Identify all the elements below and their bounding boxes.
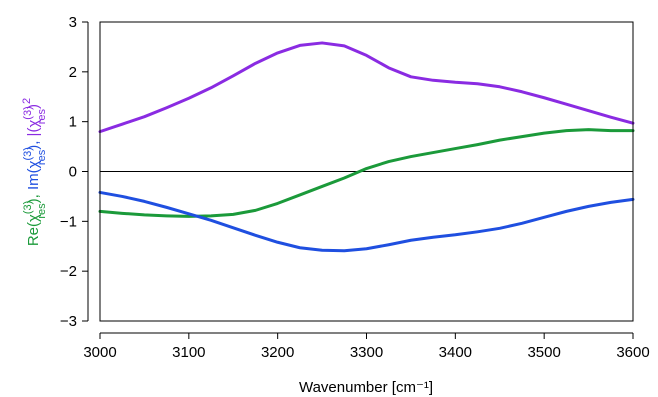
series-line-re xyxy=(98,128,635,218)
y-tick-label: 1 xyxy=(69,114,77,131)
x-tick-label: 3500 xyxy=(527,344,560,361)
y-title-re: Re(χ(3) res) xyxy=(22,198,48,246)
y-title-abs: |(χ(3) res)2 xyxy=(21,98,48,137)
y-tick-label: −2 xyxy=(60,263,77,280)
x-tick-label: 3400 xyxy=(439,344,472,361)
y-axis-title: Re(χ(3) res), Im(χ(3) res), |(χ(3) res)2 xyxy=(21,98,48,246)
x-tick-label: 3200 xyxy=(261,344,294,361)
series-line-abs xyxy=(98,41,635,134)
y-title-im: Im(χ(3) res) xyxy=(22,145,48,190)
series-line-im xyxy=(98,190,635,253)
y-tick-label: 3 xyxy=(69,14,77,31)
plot-frame xyxy=(99,21,634,322)
y-tick-label: 2 xyxy=(69,64,77,81)
y-tick-label: 0 xyxy=(69,164,77,181)
x-tick-label: 3600 xyxy=(616,344,649,361)
x-tick-label: 3000 xyxy=(83,344,116,361)
y-tick-label: −3 xyxy=(60,313,77,330)
x-axis-title: Wavenumber [cm⁻¹] xyxy=(299,379,433,396)
y-tick-label: −1 xyxy=(60,213,77,230)
x-tick-label: 3100 xyxy=(172,344,205,361)
x-tick-label: 3300 xyxy=(350,344,383,361)
plot-layer xyxy=(98,41,635,253)
axes-layer: 3000 3100 3200 3300 3400 3500 3600 −3 −2 −1 0 1 2 3 xyxy=(60,14,650,361)
